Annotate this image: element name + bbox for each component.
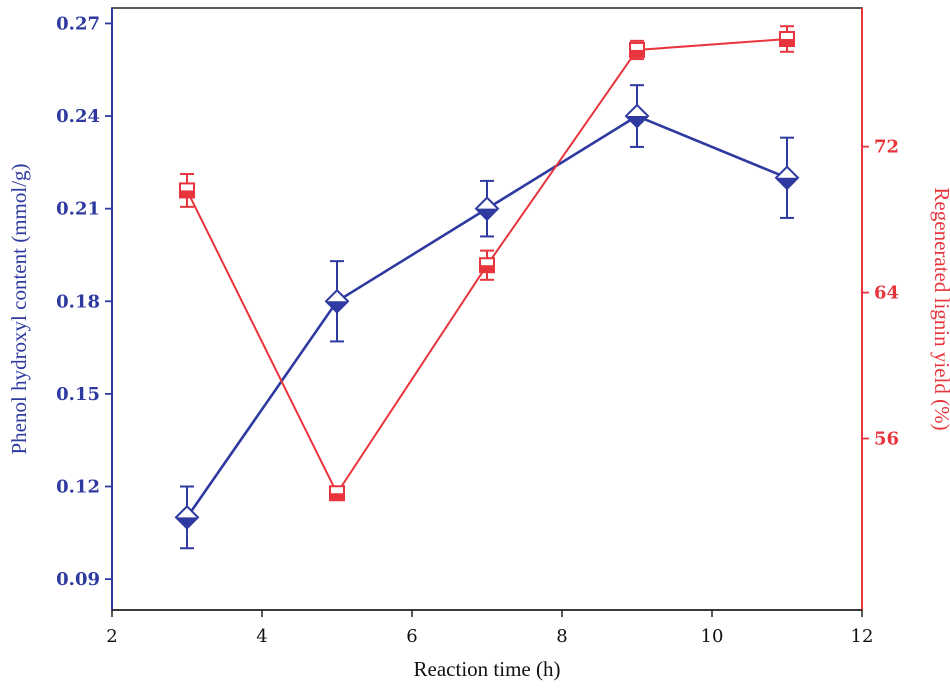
left-axis-title: Phenol hydroxyl content (mmol/g) bbox=[7, 163, 31, 454]
series-layer bbox=[174, 25, 800, 550]
data-point bbox=[474, 196, 500, 222]
diamond-marker-fill bbox=[626, 116, 648, 128]
data-point bbox=[479, 257, 495, 274]
square-marker-fill bbox=[330, 493, 344, 501]
left-y-tick-label: 0.09 bbox=[56, 569, 100, 590]
right-y-tick-label: 56 bbox=[874, 429, 899, 450]
data-point bbox=[179, 182, 195, 199]
data-point bbox=[779, 31, 795, 48]
series-phenol-hydroxyl bbox=[174, 84, 800, 550]
series-lignin-yield bbox=[179, 25, 795, 502]
x-axis-title: Reaction time (h) bbox=[414, 657, 561, 681]
data-point bbox=[774, 165, 800, 191]
series-line bbox=[185, 114, 788, 519]
x-tick-label: 2 bbox=[106, 626, 117, 647]
axes-layer: 2 4 6 8 10 12 0.09 0.12 0.15 0.18 0.21 0.24 0.27 56 64… bbox=[56, 8, 899, 647]
data-point bbox=[624, 103, 650, 129]
data-point bbox=[174, 504, 200, 530]
right-y-tick-label: 64 bbox=[874, 283, 899, 304]
data-point bbox=[324, 288, 350, 314]
x-tick-label: 4 bbox=[256, 626, 267, 647]
diamond-marker-fill bbox=[326, 301, 348, 313]
x-tick-label: 10 bbox=[701, 626, 724, 647]
left-y-tick-label: 0.24 bbox=[56, 106, 100, 127]
diamond-marker-fill bbox=[776, 177, 798, 189]
left-y-tick-label: 0.18 bbox=[56, 291, 100, 312]
x-tick-label: 6 bbox=[406, 626, 417, 647]
right-y-tick-label: 72 bbox=[874, 137, 899, 158]
data-point bbox=[329, 485, 345, 502]
left-y-tick-label: 0.12 bbox=[56, 477, 100, 498]
square-marker-fill bbox=[780, 39, 794, 47]
left-y-tick-label: 0.15 bbox=[56, 384, 100, 405]
square-marker-fill bbox=[180, 190, 194, 198]
x-tick-label: 8 bbox=[556, 626, 567, 647]
left-y-tick-label: 0.27 bbox=[56, 13, 100, 34]
square-marker-fill bbox=[480, 265, 494, 273]
left-y-tick-label: 0.21 bbox=[56, 199, 100, 220]
diamond-marker-fill bbox=[176, 517, 198, 529]
x-tick-label: 12 bbox=[851, 626, 874, 647]
plot-frame bbox=[111, 7, 863, 611]
square-marker-fill bbox=[630, 49, 644, 57]
right-axis-title: Regenerated lignin yield (%) bbox=[930, 187, 950, 430]
diamond-marker-fill bbox=[476, 208, 498, 220]
data-point bbox=[629, 41, 645, 58]
